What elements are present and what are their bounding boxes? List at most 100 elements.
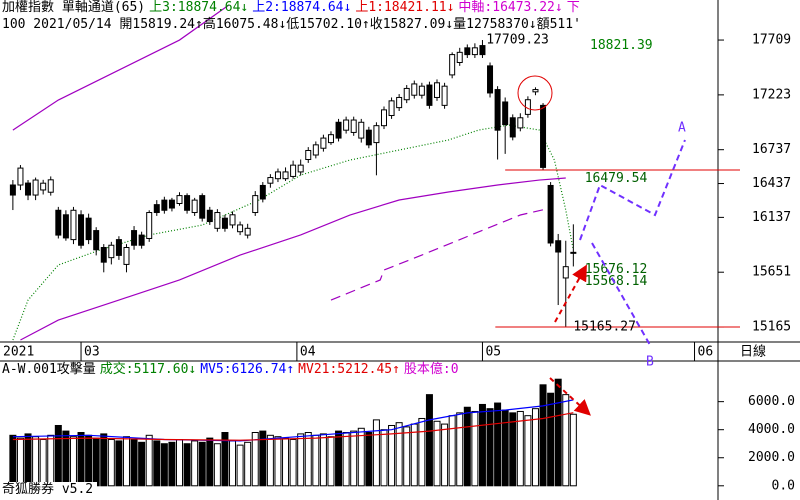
volume-bar xyxy=(501,409,509,487)
volume-bar xyxy=(183,443,191,487)
x-tick-label: 06 xyxy=(698,345,714,360)
volume-bar xyxy=(122,436,130,487)
band-value: 下 xyxy=(566,0,580,15)
candle-body xyxy=(396,96,403,109)
volume-bar xyxy=(471,410,479,487)
candle-body xyxy=(146,212,153,239)
header-row: 加權指數 單軸通道(65) 上3:18874.64↓ 上2:18874.64↓ 上1:… xyxy=(2,0,584,16)
volume-bar xyxy=(107,439,115,487)
quote: 100 2021/05/14 開15819.24↑高16075.48↓低1570… xyxy=(2,17,581,32)
y-tick-label: 15651 xyxy=(752,265,791,280)
candle-body xyxy=(9,184,16,196)
volume-bar xyxy=(92,437,100,487)
volume-bar xyxy=(524,415,532,487)
volume-bar xyxy=(395,422,403,487)
price-annotation: 15676.12 xyxy=(585,262,648,277)
period-label: 日線 xyxy=(740,344,766,360)
volume-bar xyxy=(160,443,168,487)
candle-body xyxy=(40,182,47,191)
volume-bar xyxy=(335,430,343,487)
candle-body xyxy=(411,83,418,96)
candle-body xyxy=(282,171,289,180)
candle-body xyxy=(305,149,312,161)
volume-bar xyxy=(448,415,456,487)
candle-body xyxy=(562,266,569,279)
y-tick-label: 6000.0 xyxy=(748,394,795,409)
candle-body xyxy=(62,214,69,239)
volume-bar xyxy=(191,440,199,487)
candle-body xyxy=(343,119,350,131)
price-annotation: 17709.23 xyxy=(486,33,549,48)
candle-body xyxy=(456,51,463,63)
candle-body xyxy=(32,179,39,196)
volume-bar xyxy=(274,436,282,487)
volume-bar xyxy=(16,437,24,487)
volume-bar xyxy=(319,433,327,487)
volume-bar xyxy=(100,433,108,487)
candle-body xyxy=(441,85,448,106)
volume-bar xyxy=(176,439,183,487)
title: 加權指數 單軸通道(65) xyxy=(2,0,146,15)
volume-bar xyxy=(380,429,388,487)
volume-bar xyxy=(9,434,17,487)
candle-body xyxy=(290,164,297,177)
candle-body xyxy=(176,195,183,205)
candle-body xyxy=(426,84,433,106)
candle-body xyxy=(532,89,539,93)
y-tick-label: 16437 xyxy=(752,176,791,191)
header-row: 100 2021/05/14 開15819.24↑高16075.48↓低1570… xyxy=(2,17,585,33)
candle-body xyxy=(418,85,425,96)
candle-body xyxy=(274,171,281,180)
volume-bar xyxy=(39,439,47,487)
y-tick-label: 0.0 xyxy=(772,478,795,493)
volume-bar xyxy=(198,441,206,487)
candle-body xyxy=(259,184,266,200)
candle-body xyxy=(358,121,365,139)
candle-body xyxy=(108,244,115,259)
volume-bar xyxy=(138,441,146,487)
volume-bar xyxy=(266,434,274,487)
indicator-line xyxy=(330,207,551,301)
volume-bar xyxy=(77,432,85,487)
candle-body xyxy=(380,109,387,127)
volume-bar xyxy=(425,394,433,487)
candle-body xyxy=(312,144,319,156)
x-tick-label: 03 xyxy=(84,345,100,360)
band-value: 上1:18421.11↓ xyxy=(355,0,455,15)
candle-body xyxy=(388,100,395,117)
candle-body xyxy=(327,134,334,144)
volume-bar xyxy=(357,427,365,487)
volume-bar xyxy=(478,403,486,487)
volume-bar xyxy=(327,436,335,487)
y-tick-label: 4000.0 xyxy=(748,422,795,437)
volume-bar xyxy=(562,394,570,487)
candle-body xyxy=(153,204,160,214)
candle-body xyxy=(229,214,236,226)
volume-bar xyxy=(539,384,547,487)
candle-body xyxy=(100,246,107,263)
volume-bar xyxy=(486,408,494,487)
candle-body xyxy=(252,195,259,214)
indicator-value: 成交:5117.60↓ xyxy=(99,362,197,377)
y-tick-label: 17709 xyxy=(752,33,791,48)
candle-body xyxy=(335,121,342,139)
candle-body xyxy=(138,234,145,246)
volume-bar xyxy=(494,402,502,487)
volume-bar xyxy=(85,434,93,487)
indicator-line xyxy=(12,412,574,441)
volume-bar xyxy=(516,410,524,487)
x-tick-label: 05 xyxy=(485,345,501,360)
band-value: 中軸:16473.22↓ xyxy=(458,0,563,15)
volume-bar xyxy=(297,433,305,487)
candle-body xyxy=(244,227,251,236)
wave-label: A xyxy=(678,121,686,136)
volume-bar xyxy=(388,424,396,487)
volume-bar xyxy=(24,433,32,487)
volume-bar xyxy=(282,437,290,487)
indicator-value: 股本億:0 xyxy=(403,362,459,377)
candle-body xyxy=(131,230,138,246)
forecast-arrow xyxy=(554,264,587,323)
wave-path-a xyxy=(579,139,686,241)
band-value: 上3:18874.64↓ xyxy=(149,0,249,15)
candle-body xyxy=(434,82,441,98)
